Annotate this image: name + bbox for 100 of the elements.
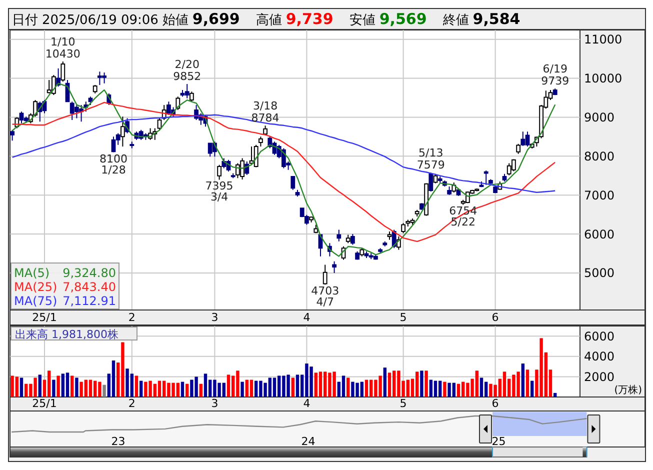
bar	[342, 376, 346, 397]
text: 5/13 7579	[416, 146, 445, 172]
candlestick	[336, 229, 342, 242]
candlestick	[502, 173, 507, 182]
candlestick	[290, 176, 296, 190]
text: MA(75)	[14, 294, 58, 308]
bar	[383, 368, 386, 397]
text: 7395 3/4	[205, 180, 234, 204]
bar	[291, 378, 294, 397]
bar	[38, 374, 42, 397]
candlestick	[60, 61, 66, 82]
x-tick-label: 24	[301, 435, 316, 448]
annotation: 7,843.40	[62, 280, 116, 294]
x-tick-label: 6	[492, 397, 499, 410]
bar	[521, 364, 524, 397]
candlestick	[447, 186, 452, 196]
y-tick-label: 6000	[584, 227, 615, 242]
bar	[424, 370, 428, 397]
line-series	[12, 114, 556, 193]
bar	[112, 360, 116, 397]
y-tick-label: 4000	[584, 350, 615, 364]
bar	[20, 378, 24, 397]
bar	[364, 380, 368, 397]
candlestick	[420, 202, 424, 210]
candlestick	[217, 164, 222, 180]
bar	[318, 372, 322, 397]
x-tick-label: 4	[303, 397, 310, 410]
text: 3/18 8784	[251, 100, 280, 125]
x-tick-label: 3	[211, 397, 218, 410]
y-tick-label: 10000	[584, 71, 622, 86]
bar	[296, 374, 300, 397]
bar	[240, 382, 244, 397]
bar	[199, 384, 202, 397]
candlestick	[552, 88, 558, 96]
candlestick	[424, 182, 428, 216]
candlestick	[360, 248, 364, 257]
candlestick	[222, 158, 226, 169]
bar	[226, 374, 230, 397]
annotation: 9,324.80	[62, 266, 116, 280]
bar	[456, 384, 460, 397]
bar	[52, 380, 56, 397]
bar	[480, 378, 484, 397]
y-tick-label: 5000	[584, 266, 615, 280]
bar	[186, 384, 189, 397]
x-tick-label: 23	[111, 435, 126, 448]
candlestick	[120, 116, 125, 148]
candlestick	[355, 250, 360, 260]
y-tick-label: 6000	[584, 329, 615, 344]
bar	[88, 380, 92, 397]
bar	[530, 380, 534, 397]
bar	[66, 372, 70, 397]
candlestick	[184, 84, 190, 99]
candlestick	[516, 143, 520, 154]
candlestick	[350, 234, 355, 246]
text: 1/10 10430	[45, 36, 80, 61]
bar	[388, 372, 392, 397]
bar	[250, 380, 254, 397]
text: 8100 1/28	[100, 152, 128, 176]
bar	[434, 380, 438, 397]
bar	[526, 370, 530, 397]
bar	[272, 378, 276, 397]
candlestick	[314, 224, 318, 234]
candlestick	[387, 230, 392, 240]
candlestick	[10, 129, 14, 142]
bar	[180, 382, 184, 397]
y-axis-title: (万株)	[614, 384, 642, 396]
line-series	[12, 102, 556, 242]
candlestick	[309, 216, 314, 223]
x-tick-label: 2	[128, 397, 136, 410]
candlestick	[479, 180, 484, 188]
y-tick-label: 2000	[584, 370, 615, 384]
x-tick-label: 25/1	[32, 397, 57, 410]
text: 4703 4/7	[311, 284, 340, 309]
y-tick-label: 7000	[584, 188, 615, 202]
candlestick	[263, 125, 268, 136]
candlestick	[382, 240, 388, 247]
candlestick	[378, 248, 382, 254]
candlestick	[484, 170, 488, 186]
x-tick-label: 3	[211, 311, 218, 324]
bar	[502, 372, 506, 397]
candlestick	[493, 185, 498, 194]
candlestick	[488, 178, 493, 184]
bar	[140, 380, 143, 397]
candlestick	[92, 84, 98, 94]
chart-title: 日付 2025/06/19 09:06 始値 9,699 高値 9,739 安値 9,569 終値 9,584	[12, 10, 520, 28]
y-tick-label: 9000	[584, 110, 615, 124]
text: MA(5)	[14, 266, 50, 280]
candlestick	[190, 91, 194, 102]
candlestick	[428, 172, 434, 192]
text: 2/20 9852	[173, 58, 202, 84]
candlestick	[346, 234, 350, 244]
candlestick	[295, 189, 300, 197]
x-tick-label: 25/1	[32, 311, 57, 324]
text: 6/19 9739	[541, 62, 570, 88]
candlestick	[130, 141, 134, 149]
chart-title: 出来高 1,981,800株	[15, 328, 118, 341]
bar	[70, 376, 74, 397]
bar	[75, 378, 78, 397]
y-tick-label: 11000	[584, 32, 622, 47]
bar	[158, 380, 162, 397]
